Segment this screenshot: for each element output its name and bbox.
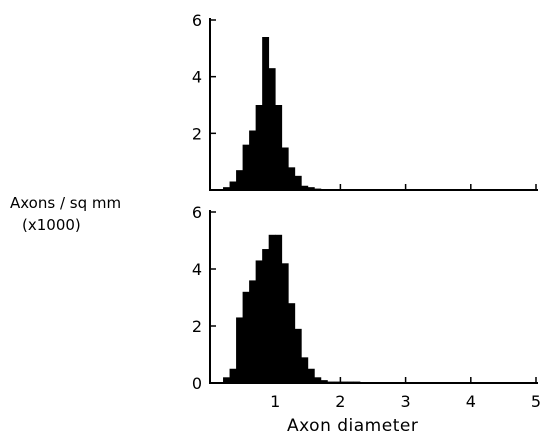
- top-histogram-bar: [307, 187, 315, 190]
- bottom-x-tick-label: 4: [466, 392, 476, 411]
- top-histogram-bar: [255, 105, 263, 190]
- bottom-histogram-bar: [314, 377, 322, 383]
- bottom-histogram-bar: [223, 377, 230, 383]
- y-axis-label-line1: Axons / sq mm: [10, 194, 121, 212]
- bottom-x-tick-label: 3: [401, 392, 411, 411]
- top-histogram-bar: [288, 167, 296, 190]
- bottom-histogram-bar: [229, 368, 237, 383]
- bottom-histogram-bar: [275, 234, 283, 383]
- bottom-y-tick-label: 6: [192, 203, 202, 222]
- top-histogram-bar: [275, 105, 283, 190]
- top-histogram-bar: [301, 185, 309, 190]
- bottom-histogram-bar: [288, 303, 296, 383]
- bottom-x-tick-label: 1: [270, 392, 280, 411]
- top-histogram-bar: [262, 37, 270, 190]
- bottom-histogram-bar: [255, 260, 263, 383]
- top-y-tick-label: 6: [192, 11, 202, 30]
- bottom-histogram-bar: [307, 368, 315, 383]
- bottom-y-tick-label: 2: [192, 317, 202, 336]
- bottom-x-tick-label: 5: [531, 392, 541, 411]
- top-histogram-panel: 6 4 2: [192, 11, 538, 191]
- bottom-histogram-bar: [268, 234, 276, 383]
- bottom-histogram-bar: [249, 280, 257, 383]
- bottom-histogram-bar: [294, 328, 302, 383]
- top-histogram-bar: [249, 130, 257, 190]
- top-histogram-bar: [242, 144, 250, 190]
- bottom-histogram-bar: [301, 357, 309, 383]
- top-histogram-bar: [294, 175, 302, 190]
- top-histogram-bar: [281, 147, 289, 190]
- bottom-histogram-bar: [242, 291, 250, 383]
- top-y-tick-label: 2: [192, 124, 202, 143]
- bottom-histogram-bar: [281, 263, 289, 383]
- x-axis-label: Axon diameter: [287, 416, 418, 436]
- bottom-x-tick-label: 2: [335, 392, 345, 411]
- y-axis-label-line2: (x1000): [22, 216, 81, 234]
- bottom-histogram-bar: [262, 249, 270, 383]
- bottom-y-tick-label: 4: [192, 260, 202, 279]
- top-histogram-bar: [223, 187, 230, 190]
- top-histogram-bar: [268, 68, 276, 190]
- bottom-y-tick-label: 0: [192, 374, 202, 393]
- bottom-histogram-panel: 6 4 2 0 1 2 3 4 5: [192, 203, 541, 411]
- top-histogram-bar: [236, 170, 243, 190]
- top-histogram-bar: [229, 181, 237, 190]
- bottom-histogram-bar: [236, 317, 243, 383]
- top-y-tick-label: 4: [192, 68, 202, 87]
- bottom-histogram-bar: [320, 380, 328, 383]
